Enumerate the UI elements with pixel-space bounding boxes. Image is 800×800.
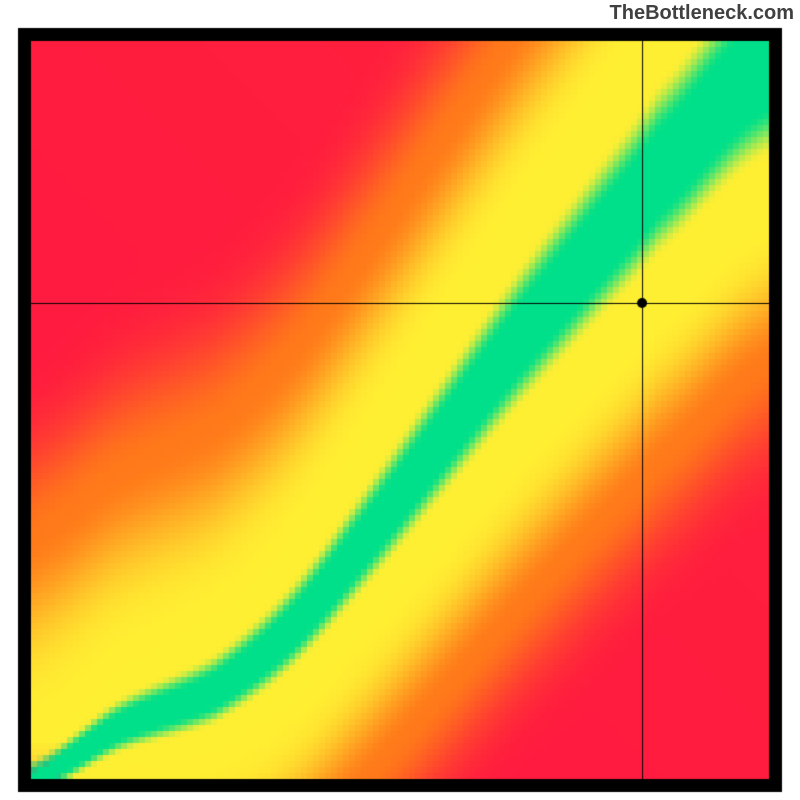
heatmap-canvas (0, 0, 800, 800)
chart-container: TheBottleneck.com (0, 0, 800, 800)
plot-area (0, 0, 800, 800)
watermark-text: TheBottleneck.com (610, 2, 794, 25)
